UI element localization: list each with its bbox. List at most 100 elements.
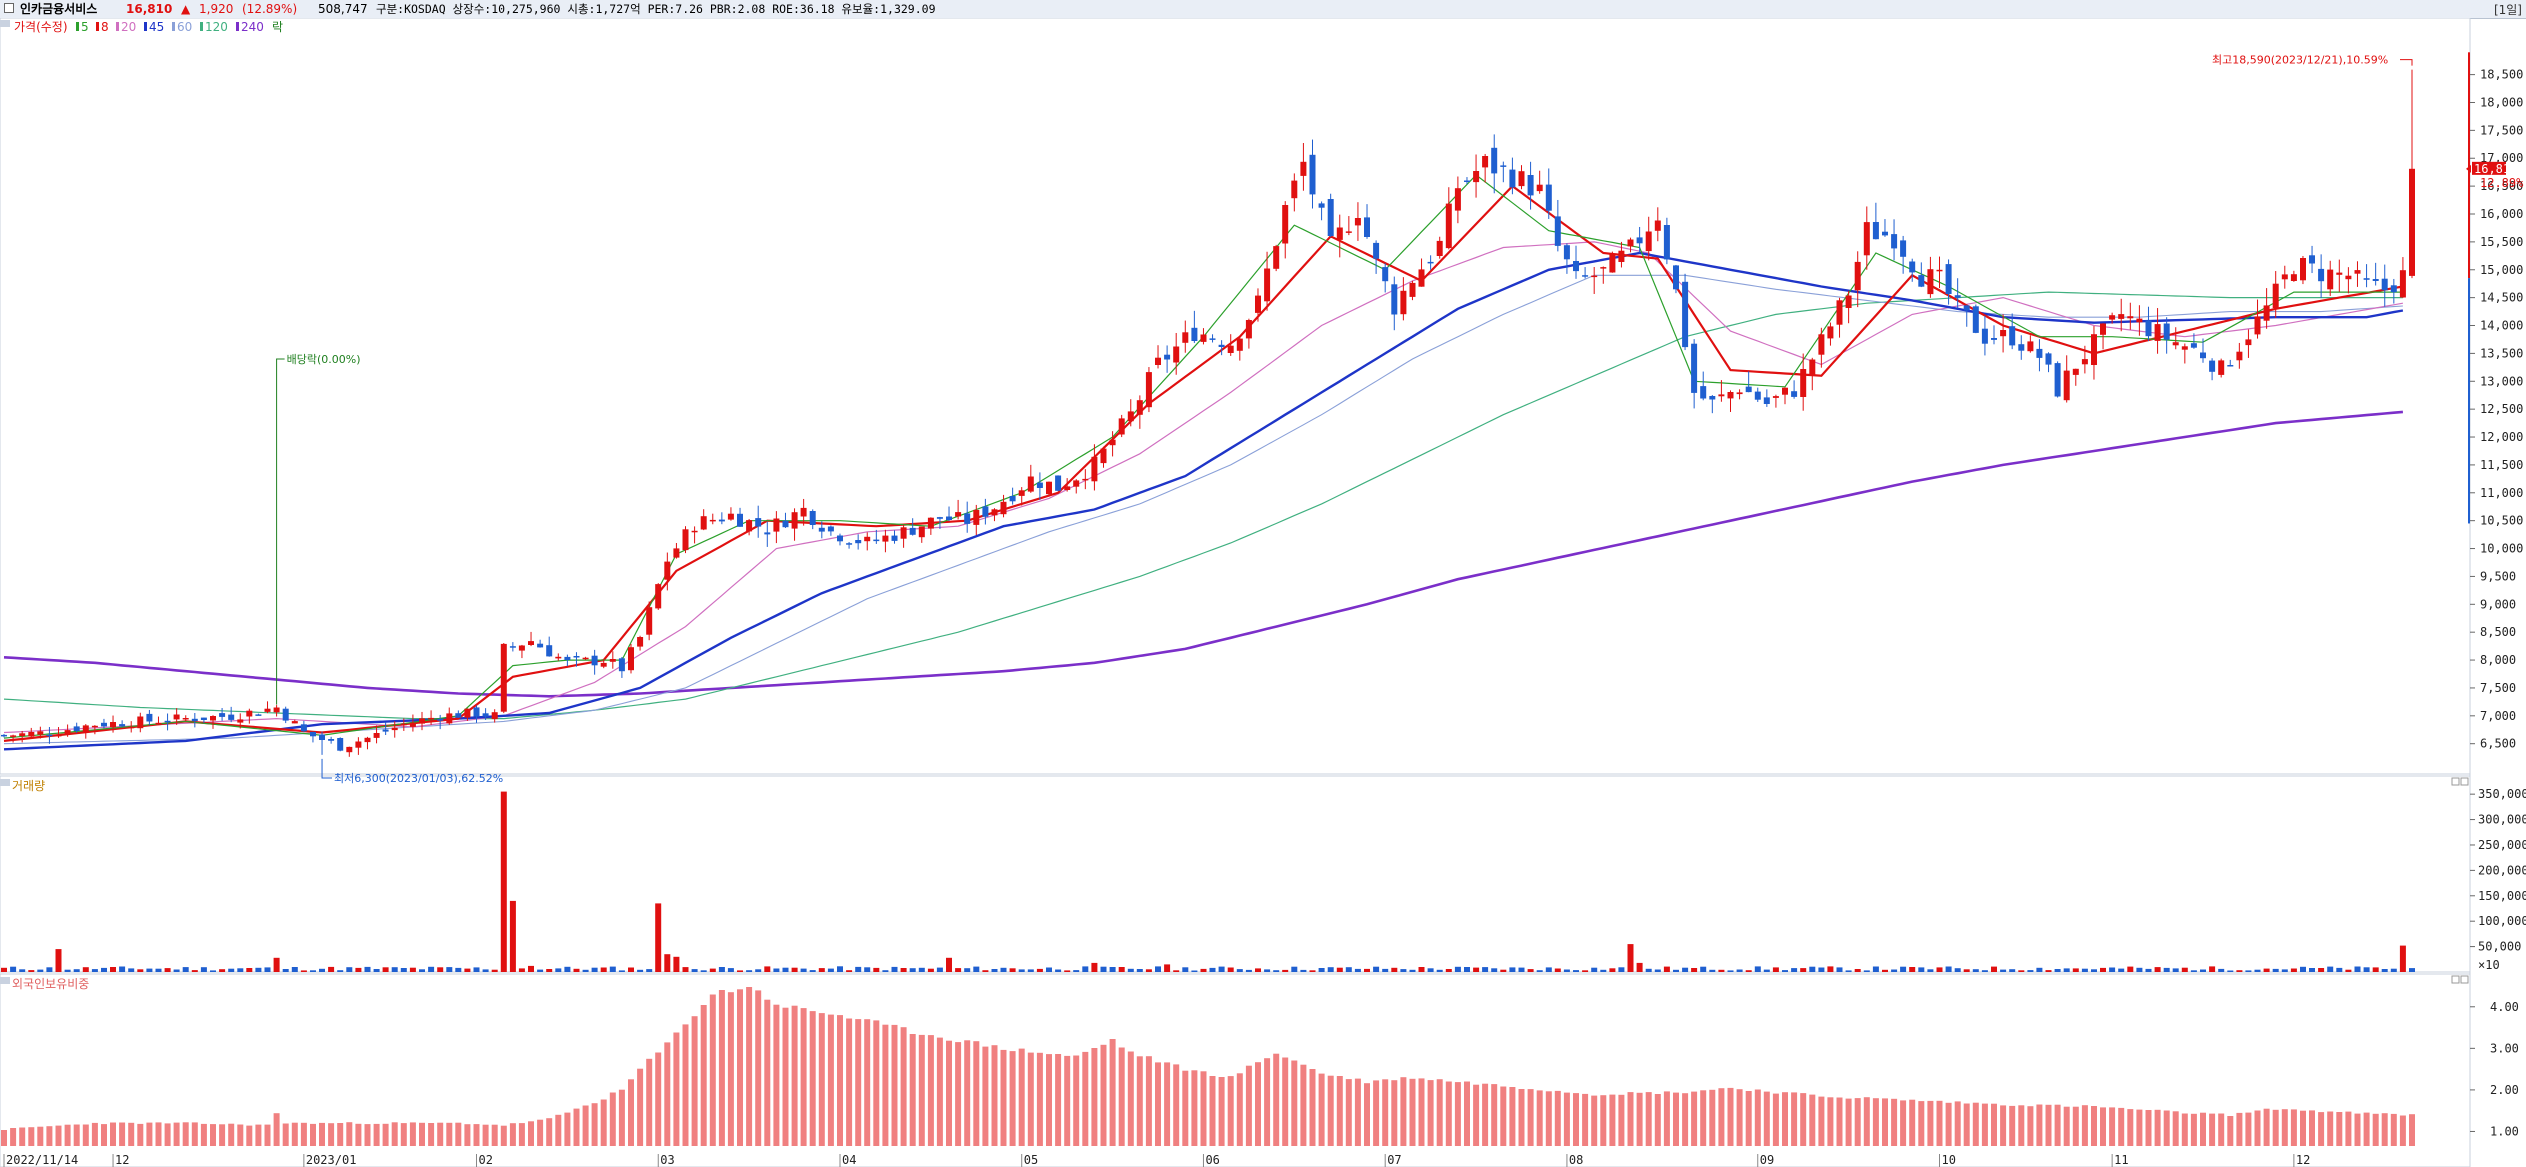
candle-body (1100, 448, 1107, 464)
candle-body (1345, 231, 1352, 233)
volume-panel-handle[interactable] (0, 779, 10, 786)
candle-body (2236, 351, 2243, 361)
volume-bar (37, 969, 44, 972)
volume-panel-minimize-button[interactable] (2451, 777, 2460, 786)
foreign-ratio-bar (646, 1058, 653, 1146)
candle-body (882, 535, 889, 542)
foreign-ratio-bar (2081, 1105, 2088, 1146)
volume-bar (2227, 970, 2234, 972)
foreign-ratio-bar (1164, 1062, 1171, 1146)
foreign-panel-minimize-button[interactable] (2451, 975, 2460, 984)
foreign-ratio-bar (1682, 1093, 1689, 1146)
period-button[interactable]: [1일] (2493, 3, 2522, 17)
candle-body (2027, 341, 2034, 352)
volume-bar (809, 970, 816, 972)
foreign-ratio-bar (1963, 1103, 1970, 1146)
x-tick-label: 06 (1205, 1153, 1219, 1167)
stock-name: 인카금융서비스 (20, 2, 98, 16)
legend-tail: 락 (272, 20, 283, 34)
foreign-ratio-bar (1945, 1102, 1952, 1146)
price-tick-label: 10,000 (2480, 542, 2523, 556)
up-arrow-icon: ▲ (181, 2, 191, 16)
volume-bar (310, 970, 316, 972)
candle-body (1227, 345, 1234, 353)
candle-body (1927, 269, 1934, 295)
foreign-ratio-bar (791, 1005, 798, 1146)
volume-bar (782, 967, 789, 972)
candle-body (1200, 334, 1207, 342)
foreign-ratio-bar (1863, 1097, 1870, 1146)
foreign-ratio-bar (2136, 1109, 2143, 1146)
volume-bar (2236, 970, 2243, 972)
foreign-ratio-bar (2399, 1115, 2406, 1146)
candle-body (55, 734, 62, 737)
candle-body (664, 561, 671, 580)
legend-ma-5: 5 (81, 20, 89, 34)
foreign-ratio-bar (1282, 1057, 1289, 1146)
candle-body (2327, 269, 2334, 290)
candle-body (1691, 343, 1698, 393)
volume-bar (1064, 970, 1071, 972)
candle-body (1836, 300, 1843, 325)
volume-bar (773, 968, 780, 972)
volume-bar (364, 966, 371, 972)
volume-bar (1255, 968, 1261, 972)
volume-bar (1155, 966, 1161, 972)
x-tick-label: 2023/01 (306, 1153, 357, 1167)
volume-bar (2309, 968, 2315, 972)
foreign-ratio-bar (155, 1122, 162, 1146)
candle-body (646, 607, 653, 635)
volume-bar (682, 967, 689, 972)
foreign-ratio-bar (2181, 1113, 2188, 1146)
foreign-ratio-bar (727, 992, 734, 1146)
candle-body (1364, 217, 1370, 237)
volume-bar (1209, 967, 1216, 972)
volume-bar (1545, 967, 1552, 972)
volume-bar (2018, 970, 2025, 972)
foreign-ratio-bar (2009, 1105, 2016, 1146)
volume-bar (1, 967, 7, 972)
volume-bar (518, 968, 525, 972)
candle-body (1791, 391, 1798, 397)
x-tick-label: 02 (479, 1153, 493, 1167)
volume-bar (2409, 968, 2415, 972)
window-icon[interactable] (4, 3, 14, 13)
candle-body (1482, 156, 1489, 168)
candle-body (1046, 481, 1052, 495)
foreign-ratio-bar (573, 1108, 580, 1146)
volume-bar (2063, 968, 2070, 972)
candle-body (2372, 279, 2379, 281)
volume-bar (2163, 967, 2170, 972)
foreign-ratio-bar (419, 1122, 425, 1146)
candle-body (1854, 261, 1861, 291)
legend-price-label: 가격(수정) (14, 20, 68, 34)
foreign-ratio-bar (264, 1124, 271, 1146)
foreign-ratio-bar (2118, 1107, 2125, 1146)
foreign-ratio-bar (1791, 1092, 1798, 1146)
candle-body (827, 526, 834, 532)
foreign-ratio-bar (19, 1127, 26, 1146)
candle-body (1073, 480, 1080, 487)
price-tick-label: 7,500 (2480, 681, 2516, 695)
candle-body (755, 518, 762, 527)
foreign-ratio-bar (1954, 1101, 1961, 1146)
foreign-panel-close-button[interactable] (2460, 975, 2469, 984)
volume-bar (1981, 970, 1988, 972)
volume-bar (1772, 967, 1779, 972)
volume-bar (1563, 969, 1570, 972)
foreign-ratio-bar (1318, 1073, 1325, 1146)
candle-body (1663, 225, 1670, 260)
candle-body (700, 516, 707, 530)
candle-body (2399, 270, 2406, 298)
foreign-panel-handle[interactable] (0, 977, 10, 984)
price-tick-label: 7,000 (2480, 709, 2516, 723)
candle-body (1609, 253, 1616, 273)
x-tick-label: 10 (1941, 1153, 1955, 1167)
volume-panel-close-button[interactable] (2460, 777, 2469, 786)
price-panel-handle[interactable] (0, 20, 10, 27)
x-tick-label: 08 (1569, 1153, 1583, 1167)
candle-body (964, 513, 971, 524)
volume-bar (1364, 968, 1370, 972)
foreign-ratio-bar (446, 1122, 453, 1146)
candle-body (1518, 171, 1525, 187)
